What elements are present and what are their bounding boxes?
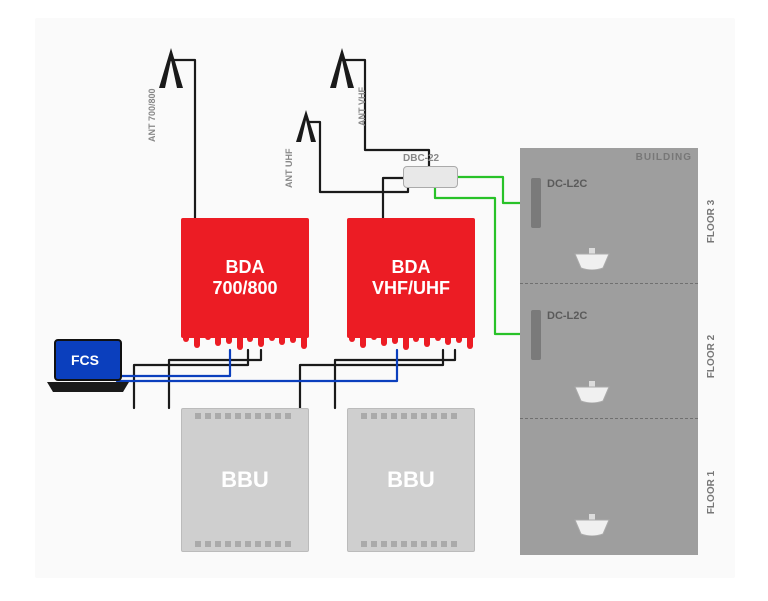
building-title: BUILDING <box>636 152 692 163</box>
floor-label-1: FLOOR 1 <box>706 470 717 513</box>
antenna-vhf-icon <box>330 48 354 88</box>
bda1-line1: BDA <box>226 257 265 278</box>
dc-l2c-2 <box>531 310 541 360</box>
bda-vhf-uhf: BDA VHF/UHF <box>347 218 475 338</box>
bda1-line2: 700/800 <box>212 278 277 299</box>
bda-drip-icon <box>181 336 309 350</box>
bda-drip-icon <box>347 336 475 350</box>
floor-label-3: FLOOR 3 <box>706 199 717 242</box>
antenna-uhf-label: ANT UHF <box>284 149 294 189</box>
bbu-2: BBU <box>347 408 475 552</box>
floor-divider <box>520 283 698 284</box>
bbu-1: BBU <box>181 408 309 552</box>
antenna-700-800-label: ANT 700/800 <box>147 88 157 142</box>
dome-antenna-icon <box>573 248 611 270</box>
floor-label-2: FLOOR 2 <box>706 334 717 377</box>
bbu2-label: BBU <box>387 467 435 493</box>
bda2-line2: VHF/UHF <box>372 278 450 299</box>
dc-l2c-1-label: DC-L2C <box>547 178 587 190</box>
floor-divider <box>520 418 698 419</box>
bbu1-label: BBU <box>221 467 269 493</box>
antenna-700-800-icon <box>159 48 183 88</box>
dome-antenna-icon <box>573 381 611 403</box>
dome-antenna-icon <box>573 514 611 536</box>
antenna-uhf-icon <box>296 110 316 142</box>
building: BUILDING FLOOR 3 FLOOR 2 FLOOR 1 <box>520 148 698 555</box>
bda-700-800: BDA 700/800 <box>181 218 309 338</box>
dbc-22-label: DBC-22 <box>403 153 439 164</box>
diagram-canvas: BUILDING FLOOR 3 FLOOR 2 FLOOR 1 BDA 700… <box>35 18 735 578</box>
dc-l2c-2-label: DC-L2C <box>547 310 587 322</box>
antenna-vhf-label: ANT VHF <box>357 87 367 126</box>
dbc-22-combiner <box>403 166 458 188</box>
fcs-laptop: FCS <box>45 338 131 394</box>
bda2-line1: BDA <box>392 257 431 278</box>
dc-l2c-1 <box>531 178 541 228</box>
